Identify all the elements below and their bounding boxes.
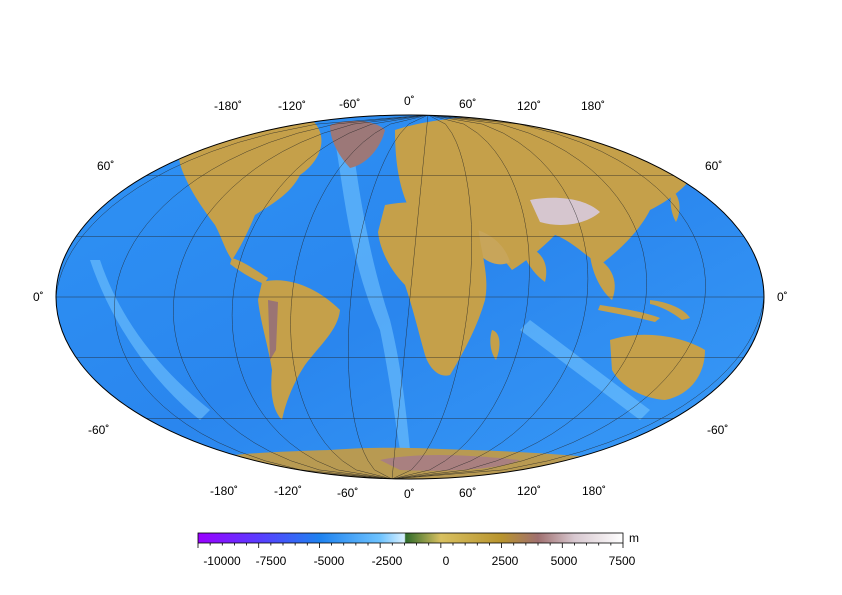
top-label: 180˚ xyxy=(581,99,605,113)
right-latitude-labels: 60˚ 0˚ -60˚ xyxy=(705,159,788,437)
colorbar-unit: m xyxy=(629,531,639,545)
colorbar-gradient xyxy=(197,532,624,544)
new-zealand xyxy=(714,395,726,418)
andes xyxy=(268,300,278,360)
madagascar xyxy=(490,330,500,360)
eurasia xyxy=(395,115,700,270)
colorbar: -10000 -7500 -5000 -2500 0 2500 5000 750… xyxy=(197,531,639,568)
mid-ocean-ridges xyxy=(90,140,650,450)
top-label: -60˚ xyxy=(339,97,360,111)
indonesia xyxy=(598,305,660,322)
longitude-line xyxy=(391,115,530,479)
colorbar-ticks xyxy=(197,543,624,548)
top-label: 0˚ xyxy=(404,94,415,108)
india xyxy=(520,245,547,282)
longitude-line xyxy=(231,115,429,479)
colorbar-tick-label: -7500 xyxy=(256,554,287,568)
bottom-label: -120˚ xyxy=(274,484,302,498)
longitude-line xyxy=(391,115,429,479)
new-guinea xyxy=(650,300,690,320)
top-label: 60˚ xyxy=(459,97,476,111)
colorbar-tick-label: -2500 xyxy=(372,554,403,568)
right-label: -60˚ xyxy=(707,423,728,437)
bottom-label: 120˚ xyxy=(517,484,541,498)
greenland xyxy=(330,120,385,168)
colorbar-tick-label: 0 xyxy=(443,554,450,568)
southeast-asia xyxy=(590,255,615,300)
left-latitude-labels: 60˚ 0˚ -60˚ xyxy=(33,159,114,437)
colorbar-tick-label: 5000 xyxy=(551,554,578,568)
longitude-line xyxy=(391,115,647,479)
bottom-label: 60˚ xyxy=(459,486,476,500)
left-label: 60˚ xyxy=(97,159,114,173)
bottom-label: 180˚ xyxy=(582,484,606,498)
tibetan-plateau xyxy=(530,197,600,225)
map-frame xyxy=(55,114,765,480)
bottom-label: -60˚ xyxy=(337,486,358,500)
left-label: -60˚ xyxy=(88,423,109,437)
bottom-label: -180˚ xyxy=(210,484,238,498)
longitude-line xyxy=(114,115,429,479)
colorbar-tick-label: -10000 xyxy=(203,554,241,568)
colorbar-tick-label: 2500 xyxy=(492,554,519,568)
right-label: 0˚ xyxy=(777,290,788,304)
top-label: -120˚ xyxy=(278,99,306,113)
map-content xyxy=(56,115,764,479)
arabian-peninsula xyxy=(470,228,510,265)
central-america xyxy=(230,258,268,284)
bottom-longitude-labels: -180˚ -120˚ -60˚ 0˚ 60˚ 120˚ 180˚ xyxy=(210,484,606,501)
longitude-line xyxy=(173,115,429,479)
longitude-line xyxy=(348,115,429,479)
colorbar-tick-label: -5000 xyxy=(314,554,345,568)
top-label: -180˚ xyxy=(214,99,242,113)
australia xyxy=(610,334,705,400)
longitude-line xyxy=(391,115,589,479)
antarctica-highland xyxy=(380,455,520,471)
bottom-label: 0˚ xyxy=(404,487,415,501)
japan xyxy=(670,190,680,222)
south-america xyxy=(258,280,340,420)
colorbar-tick-label: 7500 xyxy=(609,554,636,568)
longitude-line xyxy=(290,115,429,479)
top-longitude-labels: -180˚ -120˚ -60˚ 0˚ 60˚ 120˚ 180˚ xyxy=(214,94,605,113)
longitude-line xyxy=(391,115,472,479)
left-label: 0˚ xyxy=(33,290,44,304)
top-label: 120˚ xyxy=(517,99,541,113)
africa xyxy=(378,202,487,376)
right-label: 60˚ xyxy=(705,159,722,173)
longitude-line xyxy=(391,115,706,479)
